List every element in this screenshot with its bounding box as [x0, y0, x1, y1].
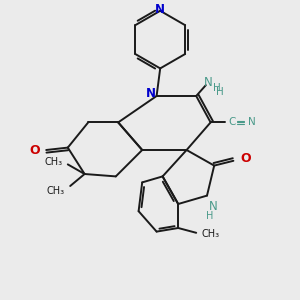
- Text: C: C: [229, 117, 236, 128]
- Text: N: N: [146, 87, 156, 100]
- Text: CH₃: CH₃: [202, 229, 220, 239]
- Text: N: N: [248, 117, 255, 128]
- Text: N: N: [204, 76, 213, 89]
- Text: H: H: [216, 87, 224, 98]
- Text: CH₃: CH₃: [47, 186, 65, 196]
- Text: N: N: [155, 3, 165, 16]
- Text: O: O: [240, 152, 251, 165]
- Text: N: N: [208, 200, 217, 213]
- Text: H: H: [213, 82, 220, 93]
- Text: O: O: [29, 143, 40, 157]
- Text: H: H: [206, 211, 213, 221]
- Text: CH₃: CH₃: [44, 157, 62, 167]
